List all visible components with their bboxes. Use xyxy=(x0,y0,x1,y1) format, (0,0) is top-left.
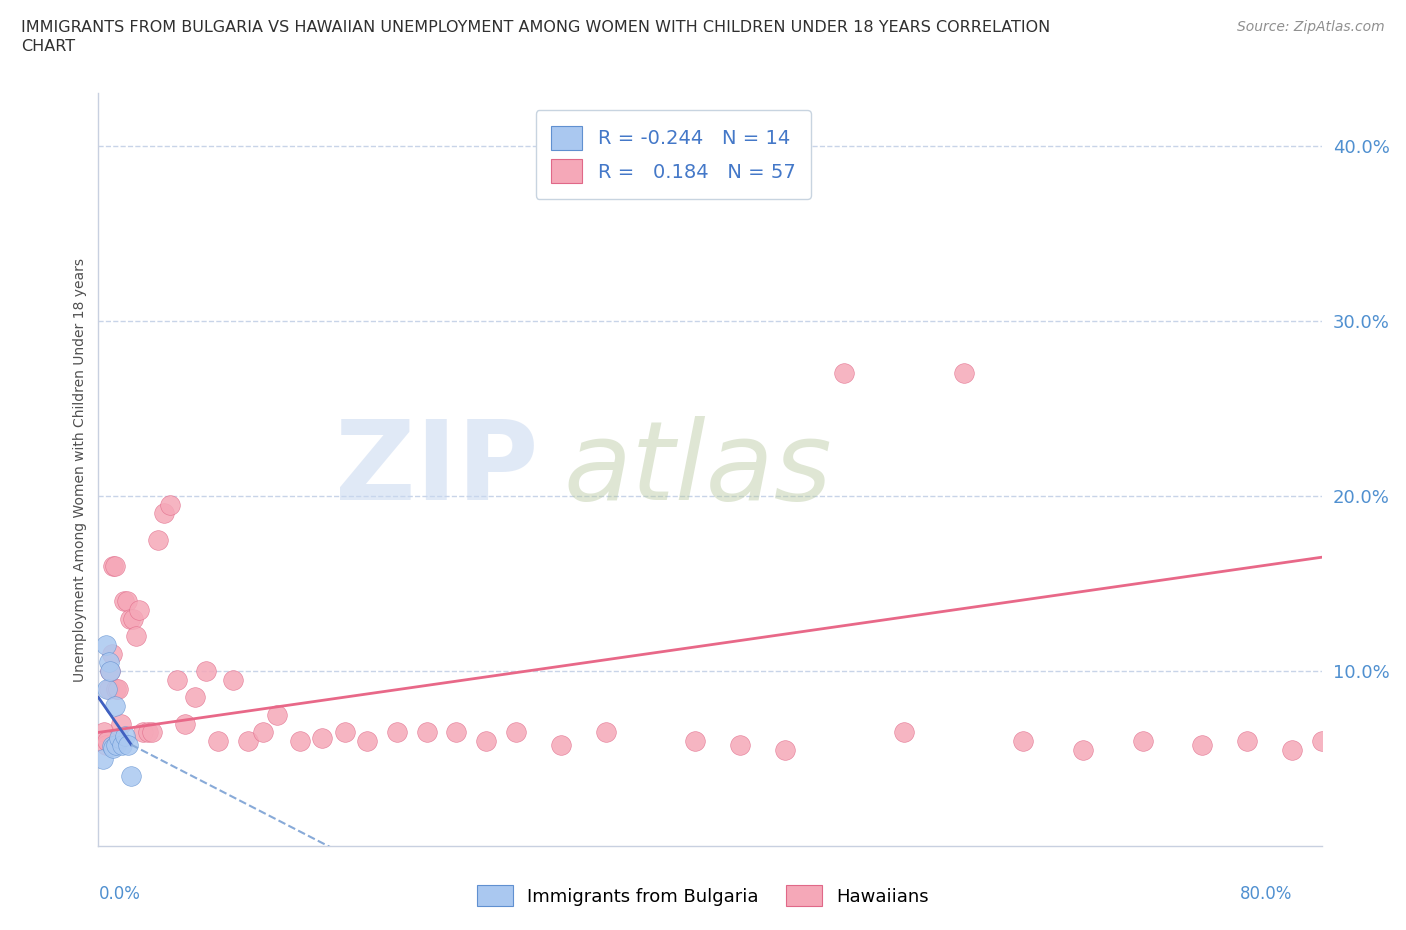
Point xyxy=(108,730,131,745)
Point xyxy=(207,734,229,749)
Point xyxy=(101,739,124,754)
Point xyxy=(97,681,120,696)
Legend: Immigrants from Bulgaria, Hawaiians: Immigrants from Bulgaria, Hawaiians xyxy=(470,878,936,913)
Point xyxy=(311,730,333,745)
Point xyxy=(93,725,115,740)
Point xyxy=(683,734,706,749)
Point xyxy=(446,725,468,740)
Text: ZIP: ZIP xyxy=(336,416,538,524)
Point xyxy=(98,664,121,679)
Point xyxy=(107,681,129,696)
Point xyxy=(97,655,120,670)
Point xyxy=(111,737,134,752)
Text: IMMIGRANTS FROM BULGARIA VS HAWAIIAN UNEMPLOYMENT AMONG WOMEN WITH CHILDREN UNDE: IMMIGRANTS FROM BULGARIA VS HAWAIIAN UNE… xyxy=(21,20,1050,35)
Point xyxy=(221,672,243,687)
Point xyxy=(110,716,132,731)
Point xyxy=(1281,742,1303,757)
Point xyxy=(236,734,259,749)
Legend: R = -0.244   N = 14, R =   0.184   N = 57: R = -0.244 N = 14, R = 0.184 N = 57 xyxy=(536,111,811,198)
Point xyxy=(115,593,138,608)
Point xyxy=(1236,734,1258,749)
Point xyxy=(288,734,311,749)
Point xyxy=(1310,734,1333,749)
Text: Source: ZipAtlas.com: Source: ZipAtlas.com xyxy=(1237,20,1385,34)
Text: 80.0%: 80.0% xyxy=(1240,884,1292,903)
Point xyxy=(174,716,197,731)
Text: atlas: atlas xyxy=(564,416,832,524)
Point xyxy=(1132,734,1154,749)
Point xyxy=(1191,737,1213,752)
Point xyxy=(91,751,114,766)
Point xyxy=(333,725,356,740)
Point xyxy=(146,532,169,547)
Point xyxy=(194,664,217,679)
Point xyxy=(117,737,139,752)
Point xyxy=(128,603,150,618)
Text: 0.0%: 0.0% xyxy=(98,884,141,903)
Point xyxy=(773,742,796,757)
Point xyxy=(94,637,117,652)
Point xyxy=(385,725,408,740)
Point xyxy=(105,737,128,752)
Y-axis label: Unemployment Among Women with Children Under 18 years: Unemployment Among Women with Children U… xyxy=(73,258,87,682)
Point xyxy=(184,690,207,705)
Point xyxy=(141,725,163,740)
Point xyxy=(103,741,125,756)
Point xyxy=(132,725,155,740)
Point xyxy=(252,725,274,740)
Point xyxy=(153,506,176,521)
Point xyxy=(120,769,142,784)
Point xyxy=(96,734,118,749)
Point xyxy=(728,737,751,752)
Point xyxy=(105,681,128,696)
Point xyxy=(266,708,288,723)
Point xyxy=(415,725,437,740)
Point xyxy=(94,737,117,752)
Point xyxy=(952,365,974,380)
Point xyxy=(104,559,127,574)
Point xyxy=(505,725,527,740)
Point xyxy=(475,734,498,749)
Point xyxy=(103,559,125,574)
Point xyxy=(121,611,143,626)
Text: CHART: CHART xyxy=(21,39,75,54)
Point xyxy=(101,646,124,661)
Point xyxy=(595,725,617,740)
Point xyxy=(159,498,181,512)
Point xyxy=(356,734,378,749)
Point xyxy=(893,725,915,740)
Point xyxy=(1071,742,1094,757)
Point xyxy=(166,672,188,687)
Point xyxy=(118,611,141,626)
Point xyxy=(550,737,572,752)
Point xyxy=(96,681,118,696)
Point xyxy=(1012,734,1035,749)
Point xyxy=(98,664,121,679)
Point xyxy=(125,629,148,644)
Point xyxy=(112,593,135,608)
Point xyxy=(114,728,136,743)
Point xyxy=(104,698,127,713)
Point xyxy=(832,365,855,380)
Point xyxy=(136,725,159,740)
Point xyxy=(640,182,662,197)
